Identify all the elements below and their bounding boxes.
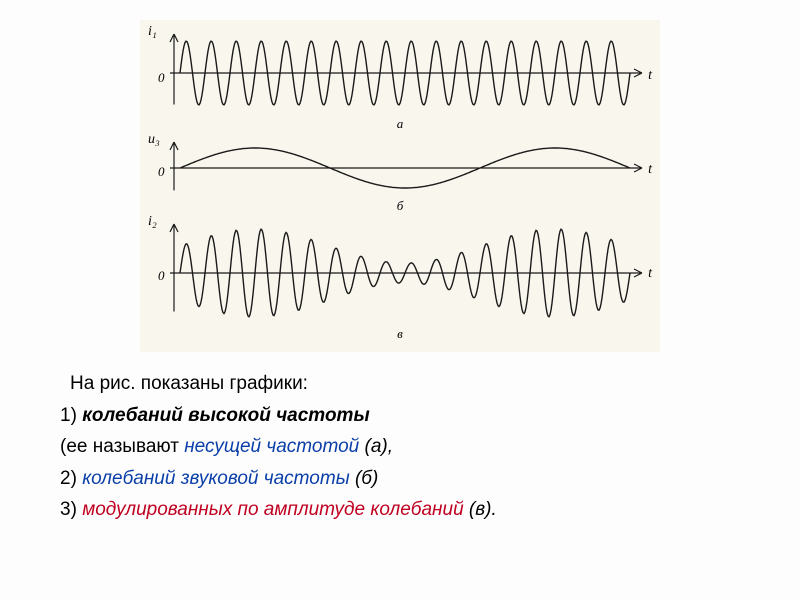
line3-num: 2) (60, 468, 82, 489)
line4-num: 3) (60, 499, 82, 520)
carrier-origin: 0 (158, 70, 165, 86)
modulated-origin: 0 (158, 268, 165, 284)
line3-em: колебаний звуковой частоты (82, 468, 349, 489)
caption-text: На рис. показаны графики: 1) колебаний в… (40, 370, 760, 524)
caption-line-3: 2) колебаний звуковой частоты (б) (60, 465, 760, 493)
caption-line-1: 1) колебаний высокой частоты (60, 402, 760, 430)
carrier-wave-chart: i₁ 0 t а (150, 28, 650, 132)
carrier-wave-svg (150, 28, 650, 118)
modulated-ylabel: i₂ (148, 214, 157, 230)
caption-line-4: 3) модулированных по амплитуде колебаний… (60, 496, 760, 524)
line2-em: несущей частотой (184, 436, 359, 457)
audio-subcaption: б (150, 198, 650, 214)
carrier-xlabel: t (648, 68, 652, 84)
line2-post: (а), (359, 436, 393, 457)
audio-ylabel: u₃ (148, 132, 160, 148)
line4-post: (в). (464, 499, 497, 520)
carrier-subcaption: а (150, 116, 650, 132)
audio-origin: 0 (158, 164, 165, 180)
caption-line-2: (ее называют несущей частотой (а), (60, 433, 760, 461)
audio-xlabel: t (648, 162, 652, 178)
carrier-ylabel: i₁ (148, 24, 157, 40)
modulated-wave-chart: i₂ 0 t в (150, 218, 650, 342)
audio-wave-svg (150, 136, 650, 200)
modulated-subcaption: в (150, 326, 650, 342)
line1-num: 1) (60, 405, 82, 426)
line2-pre: (ее называют (60, 436, 184, 457)
modulated-wave-svg (150, 218, 650, 328)
audio-wave-chart: u₃ 0 t б (150, 136, 650, 214)
line1-main: колебаний высокой частоты (82, 405, 369, 426)
line4-em: модулированных по амплитуде колебаний (82, 499, 463, 520)
line3-post: (б) (350, 468, 379, 489)
modulated-xlabel: t (648, 266, 652, 282)
caption-intro: На рис. показаны графики: (60, 370, 760, 398)
waveform-diagrams: i₁ 0 t а u₃ 0 t б i₂ 0 t в (140, 20, 660, 352)
